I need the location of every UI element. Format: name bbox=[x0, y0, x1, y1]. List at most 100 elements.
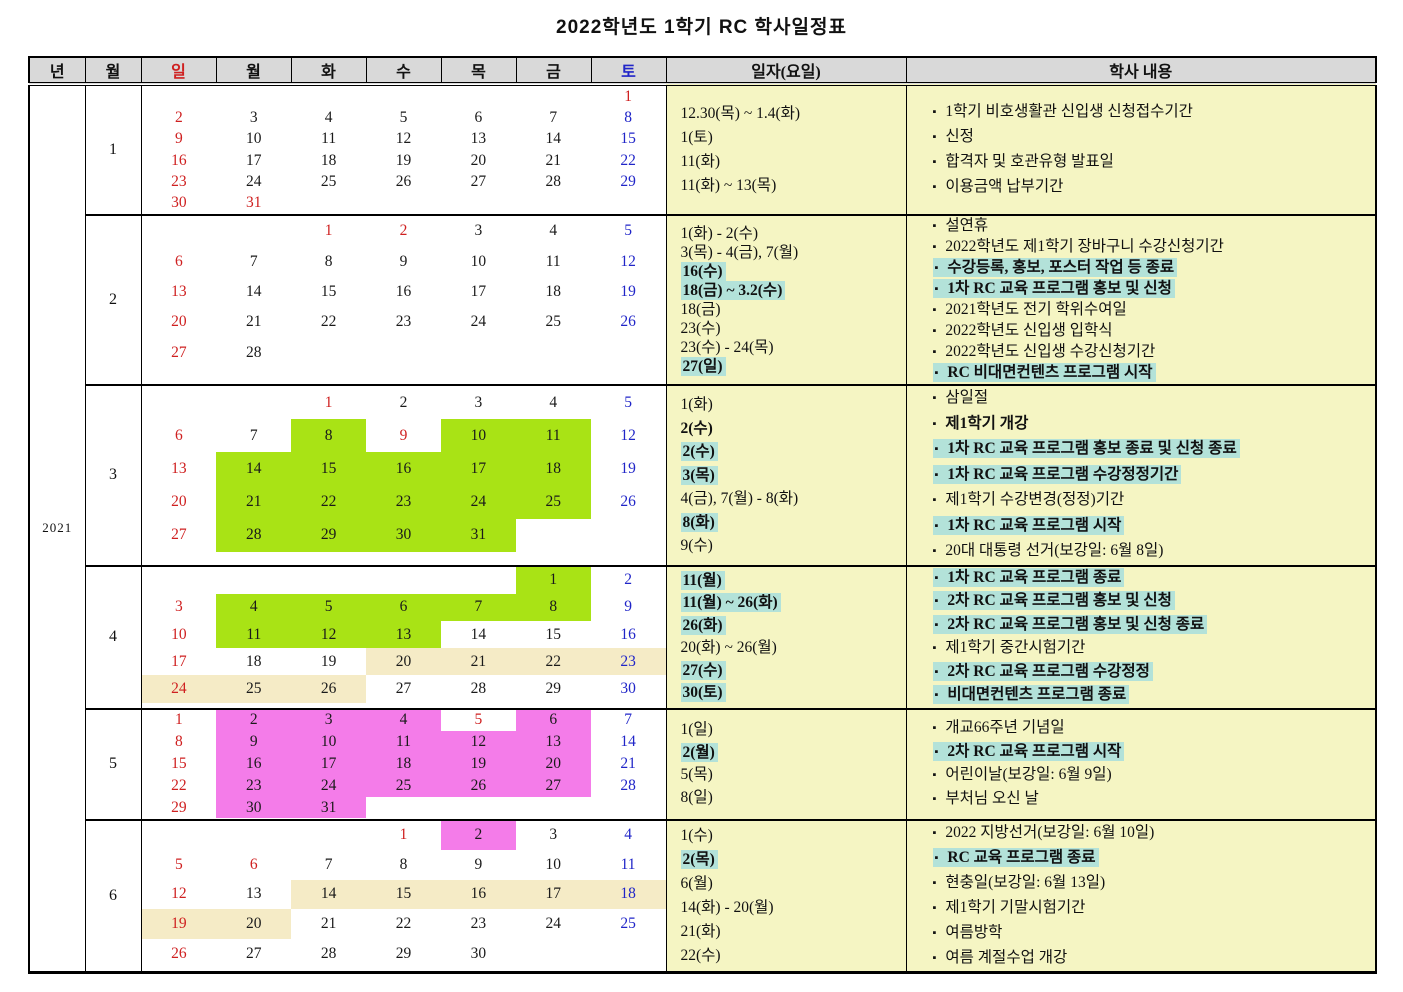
calendar-week-row: 24 25 26 27 28 29 30 bbox=[141, 675, 666, 703]
day-cell: 4 bbox=[216, 593, 292, 621]
day-number: 20 bbox=[395, 652, 412, 670]
day-number: 1 bbox=[324, 222, 333, 240]
day-number: 26 bbox=[470, 776, 487, 794]
day-number: 21 bbox=[620, 754, 636, 772]
day-cell: 15 bbox=[516, 621, 591, 648]
day-cell-empty bbox=[366, 193, 441, 214]
day-cell: 22 bbox=[142, 775, 217, 797]
day-cell: 8 bbox=[291, 419, 367, 453]
calendar-week-row: 22 23 24 25 26 27 28 bbox=[142, 774, 666, 797]
day-number: 18 bbox=[246, 652, 262, 670]
day-cell: 4 bbox=[366, 709, 441, 732]
day-cell-empty bbox=[142, 86, 217, 107]
date-entry: 11(화) bbox=[667, 150, 906, 174]
day-cell-empty bbox=[291, 86, 366, 107]
day-cell: 5 bbox=[591, 386, 666, 419]
calendar-week-row: 19 20 21 22 23 24 25 bbox=[141, 909, 666, 939]
day-cell: 24 bbox=[291, 774, 367, 797]
event-text: ▪ 1차 RC 교육 프로그램 수강정정기간 bbox=[932, 464, 1182, 484]
day-number: 12 bbox=[620, 252, 636, 270]
day-cell: 8 bbox=[291, 246, 366, 276]
event-entry: ▪ 20대 대통령 선거(보강일: 6월 8일) bbox=[907, 539, 1376, 565]
day-cell: 27 bbox=[515, 774, 591, 797]
day-cell: 25 bbox=[516, 307, 591, 337]
day-cell: 29 bbox=[291, 518, 367, 553]
day-cell: 28 bbox=[441, 675, 516, 702]
day-cell: 3 bbox=[291, 709, 367, 732]
calendar-week-row: 13 14 15 16 17 18 19 bbox=[142, 452, 666, 486]
day-number: 21 bbox=[246, 493, 262, 511]
day-number: 27 bbox=[171, 526, 187, 544]
day-number: 28 bbox=[246, 343, 262, 361]
event-entry: ▪ 1차 RC 교육 프로그램 홍보 종료 및 신청 종료 bbox=[907, 437, 1376, 463]
bullet-icon: ▪ bbox=[932, 131, 937, 143]
day-cell: 9 bbox=[216, 731, 292, 754]
day-number: 27 bbox=[545, 776, 561, 794]
day-cell: 13 bbox=[515, 731, 591, 754]
month-calendar: 1 2 3 4 5 6 7 8 9 10 11 12 13 14 15 16 17 18 19 20 21 22 23 24 2… bbox=[140, 818, 667, 972]
day-number: 3 bbox=[474, 222, 483, 240]
day-cell: 31 bbox=[216, 193, 291, 214]
day-cell-empty bbox=[441, 338, 516, 368]
date-text: 11(화) bbox=[680, 153, 721, 170]
day-cell: 1 bbox=[515, 566, 591, 594]
day-cell: 3 bbox=[516, 821, 591, 851]
day-number: 2 bbox=[399, 393, 408, 411]
event-entry: ▪ 비대면컨텐츠 프로그램 종료 bbox=[907, 684, 1376, 708]
day-number: 15 bbox=[395, 885, 412, 903]
day-number: 16 bbox=[395, 460, 412, 477]
day-cell: 28 bbox=[591, 775, 666, 797]
event-entry: ▪ 2차 RC 교육 프로그램 수강정정 bbox=[907, 661, 1376, 685]
day-number: 5 bbox=[474, 711, 483, 729]
day-number: 30 bbox=[246, 798, 262, 816]
day-cell: 31 bbox=[440, 518, 516, 553]
day-cell-empty bbox=[441, 193, 516, 214]
day-cell: 21 bbox=[216, 307, 291, 337]
event-entry: ▪ 2022학년도 신입생 수강신청기간 bbox=[907, 342, 1376, 363]
day-cell: 11 bbox=[515, 419, 591, 453]
month-label: 5 bbox=[84, 707, 142, 820]
date-text: 2(목) bbox=[680, 849, 718, 869]
date-entry: 30(토) bbox=[667, 682, 906, 705]
month-row-2: 2 1 2 3 4 5 6 7 8 9 10 11 12 13 14 15 16 17 18 19 20 21 22 23 24… bbox=[29, 214, 1377, 385]
day-number: 15 bbox=[320, 460, 337, 477]
day-number: 15 bbox=[620, 130, 636, 148]
event-entry: ▪ 1차 RC 교육 프로그램 수강정정기간 bbox=[907, 463, 1376, 489]
month-calendar: 1 2 3 4 5 6 7 8 9 10 11 12 13 14 15 16 17 18 19 20 21 22 23 24 2… bbox=[140, 214, 667, 385]
event-text: ▪ 여름 계절수업 개강 bbox=[933, 949, 1068, 966]
month-calendar: 1 2 3 4 5 6 7 8 9 10 11 12 13 14 15 16 17 18 19 20 21 22 23 24 2… bbox=[140, 564, 667, 709]
day-number: 24 bbox=[171, 679, 187, 697]
date-entry: 18(금) bbox=[667, 300, 906, 319]
day-number: 14 bbox=[320, 885, 337, 903]
day-number: 26 bbox=[171, 944, 187, 962]
day-number: 25 bbox=[395, 776, 412, 794]
calendar-week-row: 1 2 3 4 5 6 7 bbox=[142, 709, 666, 732]
day-cell: 12 bbox=[591, 419, 666, 452]
event-entry: ▪ 1학기 비호생활관 신입생 신청접수기간 bbox=[907, 100, 1376, 125]
day-number: 31 bbox=[320, 798, 337, 816]
date-entry: 11(화) ~ 13(목) bbox=[667, 174, 906, 198]
day-cell: 20 bbox=[216, 909, 292, 939]
month-label: 2 bbox=[84, 214, 142, 385]
day-number: 28 bbox=[545, 172, 561, 190]
day-number: 7 bbox=[549, 108, 558, 126]
day-cell: 28 bbox=[516, 171, 591, 192]
calendar-week-row: 30 31 bbox=[142, 193, 666, 214]
date-text: 8(일) bbox=[680, 788, 713, 806]
day-number: 6 bbox=[175, 252, 183, 270]
bullet-icon: ▪ bbox=[932, 792, 937, 805]
day-number: 18 bbox=[320, 151, 337, 169]
month-calendar: 1 2 3 4 5 6 7 8 9 10 11 12 13 14 15 16 17 18 19 20 21 22 23 24 2… bbox=[140, 83, 667, 215]
day-number: 8 bbox=[324, 252, 333, 270]
event-text: ▪ 개교66주년 기념일 bbox=[933, 719, 1065, 736]
day-cell-empty bbox=[366, 567, 441, 594]
day-cell: 15 bbox=[591, 129, 666, 150]
day-number: 4 bbox=[624, 826, 632, 844]
day-number: 27 bbox=[171, 343, 187, 361]
day-cell: 17 bbox=[216, 150, 291, 171]
day-number: 13 bbox=[545, 733, 561, 751]
day-number: 18 bbox=[545, 283, 561, 301]
event-text: ▪ 제1학기 기말시험기간 bbox=[933, 899, 1086, 916]
event-text: ▪ 비대면컨텐츠 프로그램 종료 bbox=[932, 685, 1130, 704]
